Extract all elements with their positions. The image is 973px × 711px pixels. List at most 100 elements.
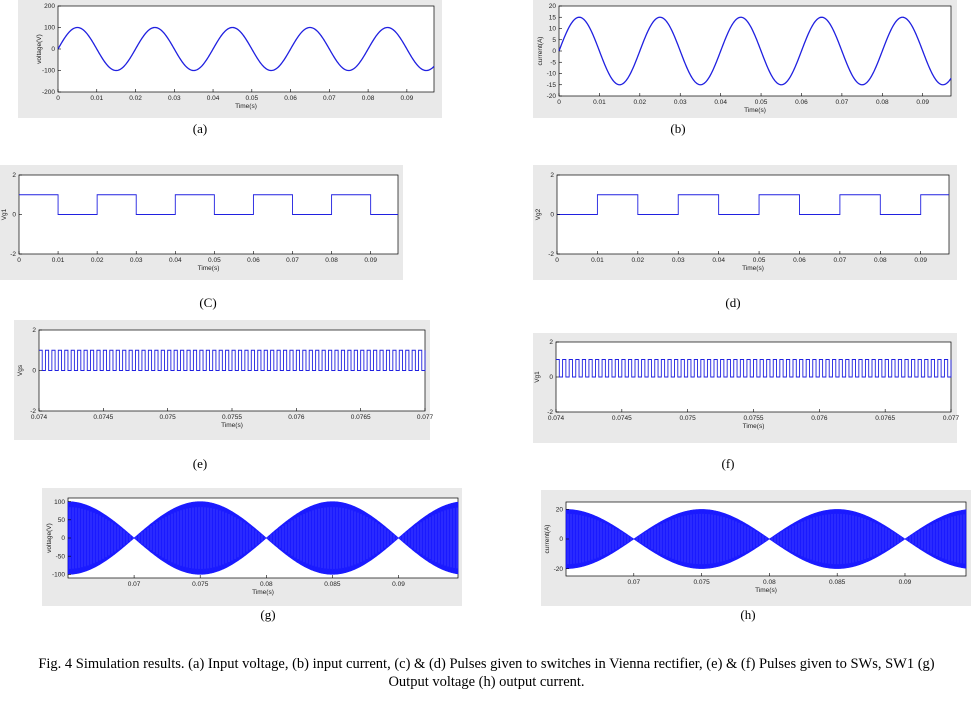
y-tick-label: -100: [52, 572, 65, 579]
sublabel-e: (e): [192, 456, 208, 471]
x-tick-label: 0.01: [52, 257, 65, 264]
x-tick-label: 0.02: [129, 95, 142, 102]
sublabel-b: (b): [670, 121, 686, 136]
y-axis-label: current(A): [537, 37, 544, 66]
x-axis-label: Time(s): [755, 587, 777, 594]
x-tick-label: 0.05: [753, 257, 766, 264]
envelope-hatching: [567, 513, 965, 565]
y-axis-label: Vg2: [535, 208, 542, 220]
x-tick-label: 0: [557, 99, 561, 106]
y-tick-label: 20: [556, 507, 564, 514]
y-tick-label: 2: [550, 172, 554, 179]
x-tick-label: 0.05: [208, 257, 221, 264]
chart-svg-d: 20-20 0.01 0.02 0.03 0.04 0.05 0.06 0.07 0.08 0.0…: [535, 172, 950, 272]
x-tick-label: 0.04: [714, 99, 727, 106]
y-tick-label: 0: [51, 46, 55, 53]
y-tick-label: 2: [12, 172, 16, 179]
x-tick-label: 0: [56, 95, 60, 102]
x-tick-label: 0.076: [288, 414, 305, 421]
x-tick-label: 0.06: [247, 257, 260, 264]
sublabel-c: (C): [199, 295, 217, 310]
y-tick-label: 0: [549, 374, 553, 381]
x-tick-label: 0.0765: [875, 415, 895, 422]
x-axis-label: Time(s): [235, 103, 257, 110]
sublabel-d: (d): [725, 295, 741, 310]
y-tick-label: 0: [61, 535, 65, 542]
chart-panel-h: 20 0 -20 0.07 0.075 0.08 0.085 0.09 Time(s) curre…: [541, 490, 971, 606]
x-tick-label: 0.03: [672, 257, 685, 264]
x-tick-label: 0.08: [874, 257, 887, 264]
x-tick-label: 0.03: [130, 257, 143, 264]
y-axis-label: voltage(V): [36, 34, 43, 64]
chart-panel-e: 2 0 -2 0.074 0.0745 0.075 0.0755 0.076 0.0765 0.0…: [14, 320, 434, 440]
y-axis-label: Vg1: [1, 208, 8, 220]
y-tick-label: 0: [559, 536, 563, 543]
x-tick-label: 0.07: [834, 257, 847, 264]
x-tick-label: 0.074: [548, 415, 565, 422]
x-tick-label: 0.06: [793, 257, 806, 264]
series-line: [57, 26, 435, 72]
y-tick-label: 0: [32, 368, 36, 375]
x-axis-label: Time(s): [252, 589, 274, 596]
y-tick-label: 100: [54, 499, 65, 506]
y-tick-label: -50: [56, 553, 66, 560]
series-envelope: [67, 501, 459, 575]
x-tick-label: 0.0745: [612, 415, 632, 422]
plot-area: [57, 5, 435, 93]
y-axis-label: Vgs: [17, 364, 24, 376]
x-axis-label: Time(s): [743, 423, 765, 430]
chart-panel-b: 20 15 10 5 0 -5 -10 -15 -20 0 0.01 0.02 0.03 0.04 0.05…: [533, 0, 957, 118]
y-tick-label: 0: [12, 212, 16, 219]
x-tick-label: 0.077: [943, 415, 960, 422]
x-tick-label: 0.08: [260, 581, 273, 588]
series-line: [557, 194, 949, 215]
chart-svg-h: 20 0 -20 0.07 0.075 0.08 0.085 0.09 Time(s) curre…: [544, 501, 967, 594]
x-tick-label: 0.0755: [222, 414, 242, 421]
x-tick-label: 0.07: [286, 257, 299, 264]
x-tick-label: 0.07: [323, 95, 336, 102]
x-tick-label: 0.02: [91, 257, 104, 264]
sublabel-a: (a): [192, 121, 208, 136]
x-tick-label: 0.04: [712, 257, 725, 264]
y-tick-label: -2: [30, 408, 36, 415]
sublabel-g: (g): [260, 607, 276, 622]
x-axis-label: Time(s): [744, 107, 766, 114]
x-tick-label: 0.09: [916, 99, 929, 106]
x-tick-label: 0.09: [364, 257, 377, 264]
chart-panel-f: 2 0 -2 0.074 0.0745 0.075 0.0755 0.076 0.0765 0.0…: [533, 333, 960, 443]
x-tick-label: 0.03: [674, 99, 687, 106]
x-tick-label: 0.09: [392, 581, 405, 588]
y-tick-label: 100: [44, 25, 55, 32]
x-tick-label: 0.09: [899, 579, 912, 586]
x-tick-label: 0.01: [593, 99, 606, 106]
y-tick-label: -15: [547, 82, 557, 89]
chart-svg-e: 2 0 -20.074 0.0745 0.075 0.0755 0.076 0.0765 0.0…: [17, 327, 434, 429]
x-tick-label: 0.075: [693, 579, 710, 586]
y-tick-label: 200: [44, 3, 55, 10]
x-tick-label: 0.04: [207, 95, 220, 102]
x-axis-label: Time(s): [198, 265, 220, 272]
chart-svg-f: 2 0 -20.074 0.0745 0.075 0.0755 0.076 0.0765 0.0…: [534, 339, 960, 430]
plot-area: [558, 5, 952, 97]
y-tick-label: -2: [547, 409, 553, 416]
y-tick-label: 20: [549, 3, 557, 10]
x-tick-label: 0.08: [876, 99, 889, 106]
chart-panel-a: 200 100 0 -100 -200 0 0.01 0.02 0.03 0.04 0.05 0.06…: [18, 0, 442, 118]
chart-panel-c: 2 0 -2 0 0.01 0.02 0.03 0.04 0.05 0.06 0.07 0.08 0.0…: [0, 165, 403, 280]
x-tick-label: 0.06: [284, 95, 297, 102]
x-axis-label: Time(s): [742, 265, 764, 272]
x-tick-label: 0.077: [417, 414, 434, 421]
x-tick-label: 0.05: [755, 99, 768, 106]
chart-panel-d: 2 0 -2 0 0.01 0.02 0.03 0.04 0.05 0.06 0.07 0.08 0.0…: [533, 165, 957, 280]
y-tick-label: 2: [549, 339, 553, 346]
envelope-hatching: [69, 507, 458, 569]
y-tick-label: -5: [550, 59, 556, 66]
x-tick-label: 0.085: [324, 581, 341, 588]
x-tick-label: 0.07: [128, 581, 141, 588]
y-tick-label: -10: [547, 71, 557, 78]
y-axis-label: Vg1: [534, 371, 541, 383]
figure-caption: Fig. 4 Simulation results. (a) Input vol…: [38, 656, 935, 690]
x-tick-label: 0.08: [763, 579, 776, 586]
x-tick-label: 0.01: [591, 257, 604, 264]
